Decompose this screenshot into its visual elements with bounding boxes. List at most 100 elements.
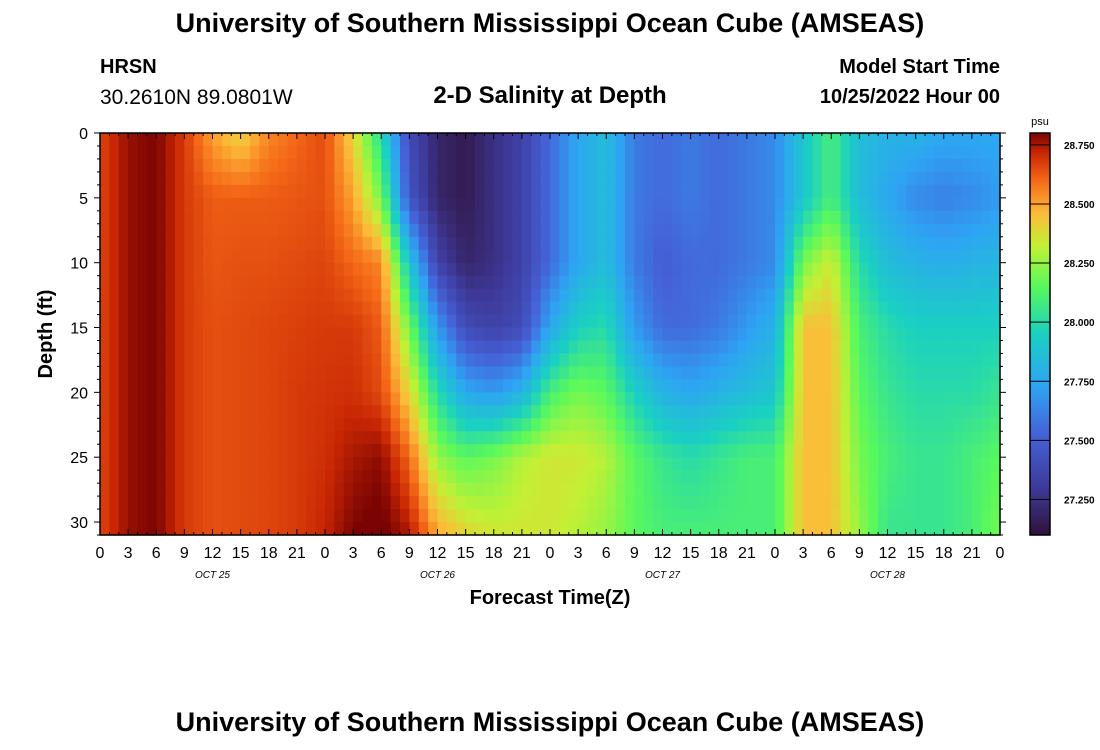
heatmap-cell bbox=[353, 275, 364, 290]
heatmap-cell bbox=[784, 366, 795, 380]
heatmap-cell bbox=[428, 366, 439, 380]
heatmap-cell bbox=[175, 314, 185, 329]
heatmap-cell bbox=[671, 288, 682, 303]
heatmap-cell bbox=[437, 522, 448, 536]
heatmap-cell bbox=[278, 327, 289, 342]
heatmap-cell bbox=[559, 288, 570, 303]
heatmap-cell bbox=[484, 301, 495, 316]
heatmap-cell bbox=[690, 392, 701, 406]
heatmap-cell bbox=[221, 314, 232, 329]
heatmap-cell bbox=[325, 210, 335, 225]
heatmap-cell bbox=[156, 171, 167, 186]
heatmap-cell bbox=[662, 249, 673, 264]
heatmap-cell bbox=[625, 496, 635, 510]
heatmap-cell bbox=[306, 470, 317, 484]
heatmap-cell bbox=[268, 522, 279, 536]
heatmap-cell bbox=[128, 133, 139, 147]
heatmap-cell bbox=[981, 509, 992, 523]
chart-subtitle: 2-D Salinity at Depth bbox=[433, 82, 667, 109]
heatmap-cell bbox=[381, 366, 392, 380]
heatmap-cell bbox=[296, 509, 307, 523]
heatmap-cell bbox=[278, 236, 289, 251]
heatmap-cell bbox=[175, 509, 185, 523]
heatmap-cell bbox=[437, 483, 448, 497]
heatmap-cell bbox=[240, 522, 251, 536]
heatmap-cell bbox=[381, 522, 392, 536]
heatmap-cell bbox=[559, 236, 570, 251]
heatmap-cell bbox=[521, 223, 532, 238]
heatmap-cell bbox=[859, 249, 870, 264]
heatmap-cell bbox=[868, 327, 879, 342]
heatmap-cell bbox=[428, 496, 439, 510]
heatmap-cell bbox=[493, 470, 504, 484]
heatmap-cell bbox=[859, 405, 870, 419]
heatmap-cell bbox=[531, 171, 542, 186]
heatmap-cell bbox=[268, 353, 279, 368]
heatmap-cell bbox=[821, 223, 832, 238]
heatmap-cell bbox=[325, 249, 335, 264]
heatmap-cell bbox=[746, 327, 757, 342]
heatmap-cell bbox=[878, 457, 889, 471]
heatmap-cell bbox=[531, 223, 542, 238]
heatmap-cell bbox=[465, 133, 476, 147]
heatmap-cell bbox=[615, 483, 626, 497]
heatmap-cell bbox=[587, 379, 598, 393]
heatmap-cell bbox=[512, 171, 523, 186]
heatmap-cell bbox=[925, 379, 935, 393]
heatmap-cell bbox=[981, 275, 992, 290]
heatmap-cell bbox=[100, 340, 110, 355]
heatmap-cell bbox=[118, 483, 129, 497]
heatmap-cell bbox=[821, 418, 832, 432]
heatmap-cell bbox=[737, 158, 748, 173]
heatmap-cell bbox=[568, 133, 579, 147]
heatmap-cell bbox=[325, 470, 335, 484]
heatmap-cell bbox=[690, 353, 701, 368]
heatmap-cell bbox=[521, 340, 532, 355]
heatmap-cell bbox=[737, 223, 748, 238]
heatmap-cell bbox=[118, 392, 129, 406]
heatmap-cell bbox=[268, 197, 279, 212]
heatmap-cell bbox=[184, 184, 195, 199]
heatmap-cell bbox=[118, 379, 129, 393]
heatmap-cell bbox=[118, 353, 129, 368]
heatmap-cell bbox=[775, 301, 785, 316]
heatmap-cell bbox=[878, 418, 889, 432]
heatmap-cell bbox=[156, 379, 167, 393]
heatmap-cell bbox=[775, 418, 785, 432]
heatmap-cell bbox=[859, 457, 870, 471]
heatmap-cell bbox=[306, 262, 317, 277]
heatmap-cell bbox=[718, 353, 729, 368]
heatmap-cell bbox=[981, 262, 992, 277]
heatmap-cell bbox=[643, 158, 654, 173]
heatmap-cell bbox=[831, 444, 842, 458]
heatmap-cell bbox=[746, 249, 757, 264]
heatmap-cell bbox=[118, 197, 129, 212]
heatmap-cell bbox=[868, 223, 879, 238]
heatmap-cell bbox=[850, 366, 860, 380]
heatmap-cell bbox=[484, 366, 495, 380]
heatmap-cell bbox=[531, 470, 542, 484]
x-tick-label: 3 bbox=[349, 545, 358, 562]
heatmap-cell bbox=[118, 158, 129, 173]
heatmap-cell bbox=[221, 405, 232, 419]
heatmap-cell bbox=[315, 184, 326, 199]
heatmap-cell bbox=[503, 210, 514, 225]
heatmap-cell bbox=[728, 158, 739, 173]
heatmap-cell bbox=[456, 184, 467, 199]
heatmap-cell bbox=[400, 379, 410, 393]
heatmap-cell bbox=[446, 249, 457, 264]
heatmap-cell bbox=[446, 522, 457, 536]
heatmap-cell bbox=[353, 145, 364, 160]
heatmap-cell bbox=[381, 392, 392, 406]
heatmap-cell bbox=[446, 133, 457, 147]
heatmap-cell bbox=[428, 223, 439, 238]
heatmap-cell bbox=[465, 405, 476, 419]
heatmap-cell bbox=[109, 327, 120, 342]
heatmap-cell bbox=[362, 431, 373, 445]
heatmap-cell bbox=[878, 262, 889, 277]
heatmap-cell bbox=[250, 133, 260, 147]
heatmap-cell bbox=[868, 340, 879, 355]
heatmap-cell bbox=[550, 158, 560, 173]
heatmap-cell bbox=[718, 133, 729, 147]
